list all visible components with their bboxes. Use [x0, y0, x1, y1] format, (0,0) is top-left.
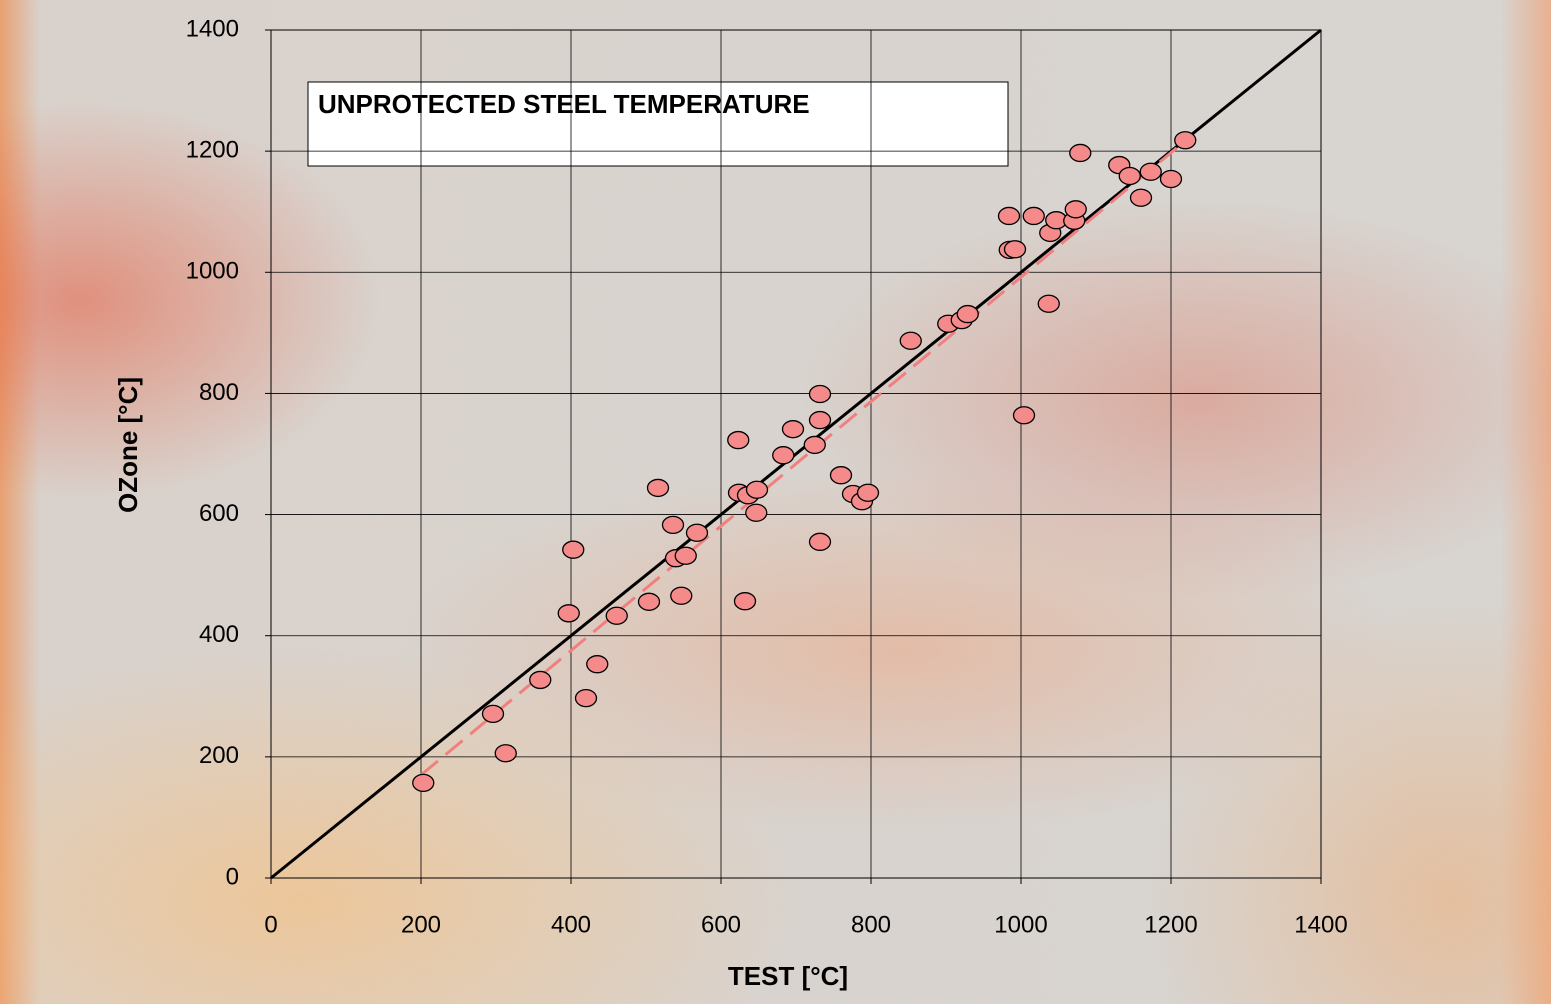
- data-point: [1003, 240, 1027, 259]
- x-tick-label: 400: [551, 911, 591, 938]
- y-tick-label: 600: [199, 500, 239, 527]
- data-point: [1069, 143, 1092, 163]
- data-point: [1174, 131, 1197, 150]
- data-point: [1022, 206, 1045, 226]
- x-tick-label: 800: [851, 911, 891, 938]
- y-tick-label: 800: [199, 379, 239, 406]
- data-point: [494, 744, 517, 763]
- data-point: [1012, 406, 1036, 425]
- x-tick-label: 1200: [1144, 911, 1197, 938]
- data-point: [956, 304, 979, 324]
- y-tick-label: 1000: [186, 258, 239, 285]
- data-point: [733, 592, 757, 611]
- data-point: [808, 384, 832, 404]
- x-axis-label: TEST [°C]: [728, 961, 848, 991]
- x-tick-label: 1400: [1294, 911, 1347, 938]
- data-point: [685, 523, 709, 542]
- data-point: [574, 688, 598, 708]
- data-point: [808, 532, 832, 551]
- data-point: [772, 446, 795, 465]
- data-point: [1118, 166, 1141, 186]
- y-tick-label: 1400: [186, 15, 239, 42]
- data-point: [727, 430, 750, 450]
- data-point: [781, 420, 805, 439]
- data-point: [1159, 169, 1183, 189]
- data-point: [1139, 162, 1162, 181]
- data-point: [745, 503, 768, 522]
- x-tick-label: 200: [401, 911, 441, 938]
- y-tick-label: 1200: [186, 136, 239, 163]
- data-point: [674, 546, 697, 565]
- data-point: [586, 655, 609, 674]
- y-tick-label: 200: [199, 742, 239, 769]
- data-point: [637, 592, 661, 611]
- y-tick-label: 400: [199, 621, 239, 648]
- x-tick-label: 0: [264, 911, 277, 938]
- data-point: [745, 480, 769, 499]
- data-point: [1064, 200, 1087, 219]
- y-axis-label: OZone [°C]: [113, 377, 143, 513]
- plot-border: [270, 29, 1322, 879]
- data-point: [856, 483, 880, 502]
- data-point: [562, 540, 585, 559]
- data-point: [557, 604, 580, 623]
- chart-title: UNPROTECTED STEEL TEMPERATURE: [318, 89, 810, 119]
- trend-line: [420, 139, 1187, 777]
- data-point: [670, 586, 693, 605]
- data-point: [661, 515, 685, 535]
- data-point: [605, 606, 628, 625]
- data-point: [808, 410, 832, 430]
- data-point: [899, 331, 922, 350]
- y-tick-label: 0: [226, 863, 239, 890]
- data-point: [481, 704, 505, 724]
- data-point: [412, 773, 435, 793]
- data-point: [646, 478, 670, 498]
- x-tick-label: 600: [701, 911, 741, 938]
- title-box: [307, 81, 1009, 167]
- data-point: [997, 206, 1021, 226]
- data-point: [1129, 188, 1153, 207]
- data-point: [829, 466, 853, 485]
- data-point: [803, 435, 826, 455]
- data-point: [529, 670, 552, 690]
- x-tick-label: 1000: [994, 911, 1047, 938]
- data-point: [1037, 294, 1060, 313]
